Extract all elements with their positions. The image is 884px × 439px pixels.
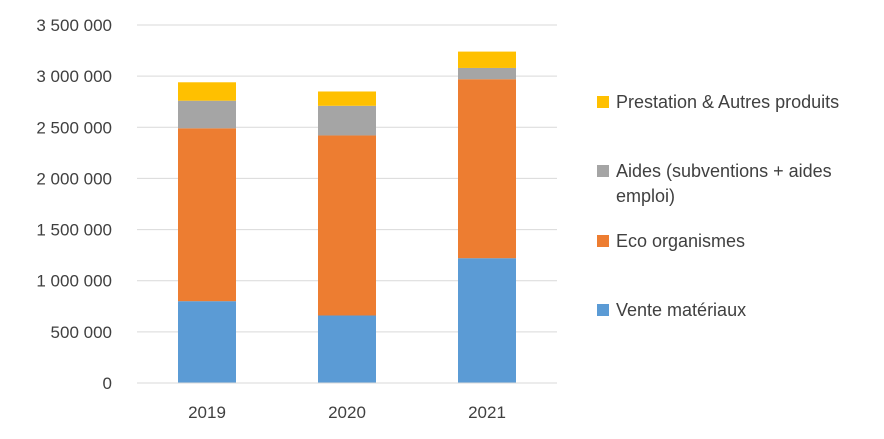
legend-label: Prestation & Autres produits [616, 92, 839, 112]
legend-swatch [597, 235, 609, 247]
y-tick-label: 1 000 000 [36, 272, 112, 291]
y-axis-ticks: 0 500 000 1 000 000 1 500 000 2 000 000 2 500… [36, 16, 112, 393]
legend: Prestation & Autres produits Aides (subve… [597, 92, 839, 320]
legend-item-series-3: Prestation & Autres produits [597, 92, 839, 112]
bar-segment-2020-series-0 [318, 315, 376, 383]
y-tick-label: 3 500 000 [36, 16, 112, 35]
bar-segment-2019-series-3 [178, 82, 236, 101]
legend-swatch [597, 165, 609, 177]
y-tick-label: 0 [103, 374, 112, 393]
y-tick-label: 3 000 000 [36, 67, 112, 86]
legend-item-series-0: Vente matériaux [597, 300, 746, 320]
legend-label: Eco organismes [616, 231, 745, 251]
x-axis-ticks: 2019 2020 2021 [188, 403, 506, 422]
bar-segment-2019-series-0 [178, 301, 236, 383]
y-tick-label: 2 000 000 [36, 169, 112, 188]
y-tick-label: 500 000 [51, 323, 112, 342]
bar-segment-2020-series-2 [318, 105, 376, 136]
legend-label: Aides (subventions + aides emploi) [616, 161, 832, 206]
x-tick-label: 2021 [468, 403, 506, 422]
y-tick-label: 1 500 000 [36, 221, 112, 240]
bar-segment-2020-series-1 [318, 135, 376, 316]
legend-item-series-2: Aides (subventions + aides emploi) [597, 161, 832, 206]
bar-segment-2021-series-1 [458, 79, 516, 259]
legend-swatch [597, 304, 609, 316]
bar-segment-2021-series-3 [458, 51, 516, 68]
bar-segment-2021-series-2 [458, 67, 516, 80]
legend-item-series-1: Eco organismes [597, 231, 745, 251]
x-tick-label: 2020 [328, 403, 366, 422]
bar-segment-2019-series-1 [178, 128, 236, 302]
legend-swatch [597, 96, 609, 108]
y-tick-label: 2 500 000 [36, 118, 112, 137]
x-tick-label: 2019 [188, 403, 226, 422]
bar-segment-2020-series-3 [318, 91, 376, 106]
legend-label: Vente matériaux [616, 300, 746, 320]
bar-segment-2019-series-2 [178, 100, 236, 129]
bars [178, 51, 516, 383]
bar-segment-2021-series-0 [458, 258, 516, 383]
